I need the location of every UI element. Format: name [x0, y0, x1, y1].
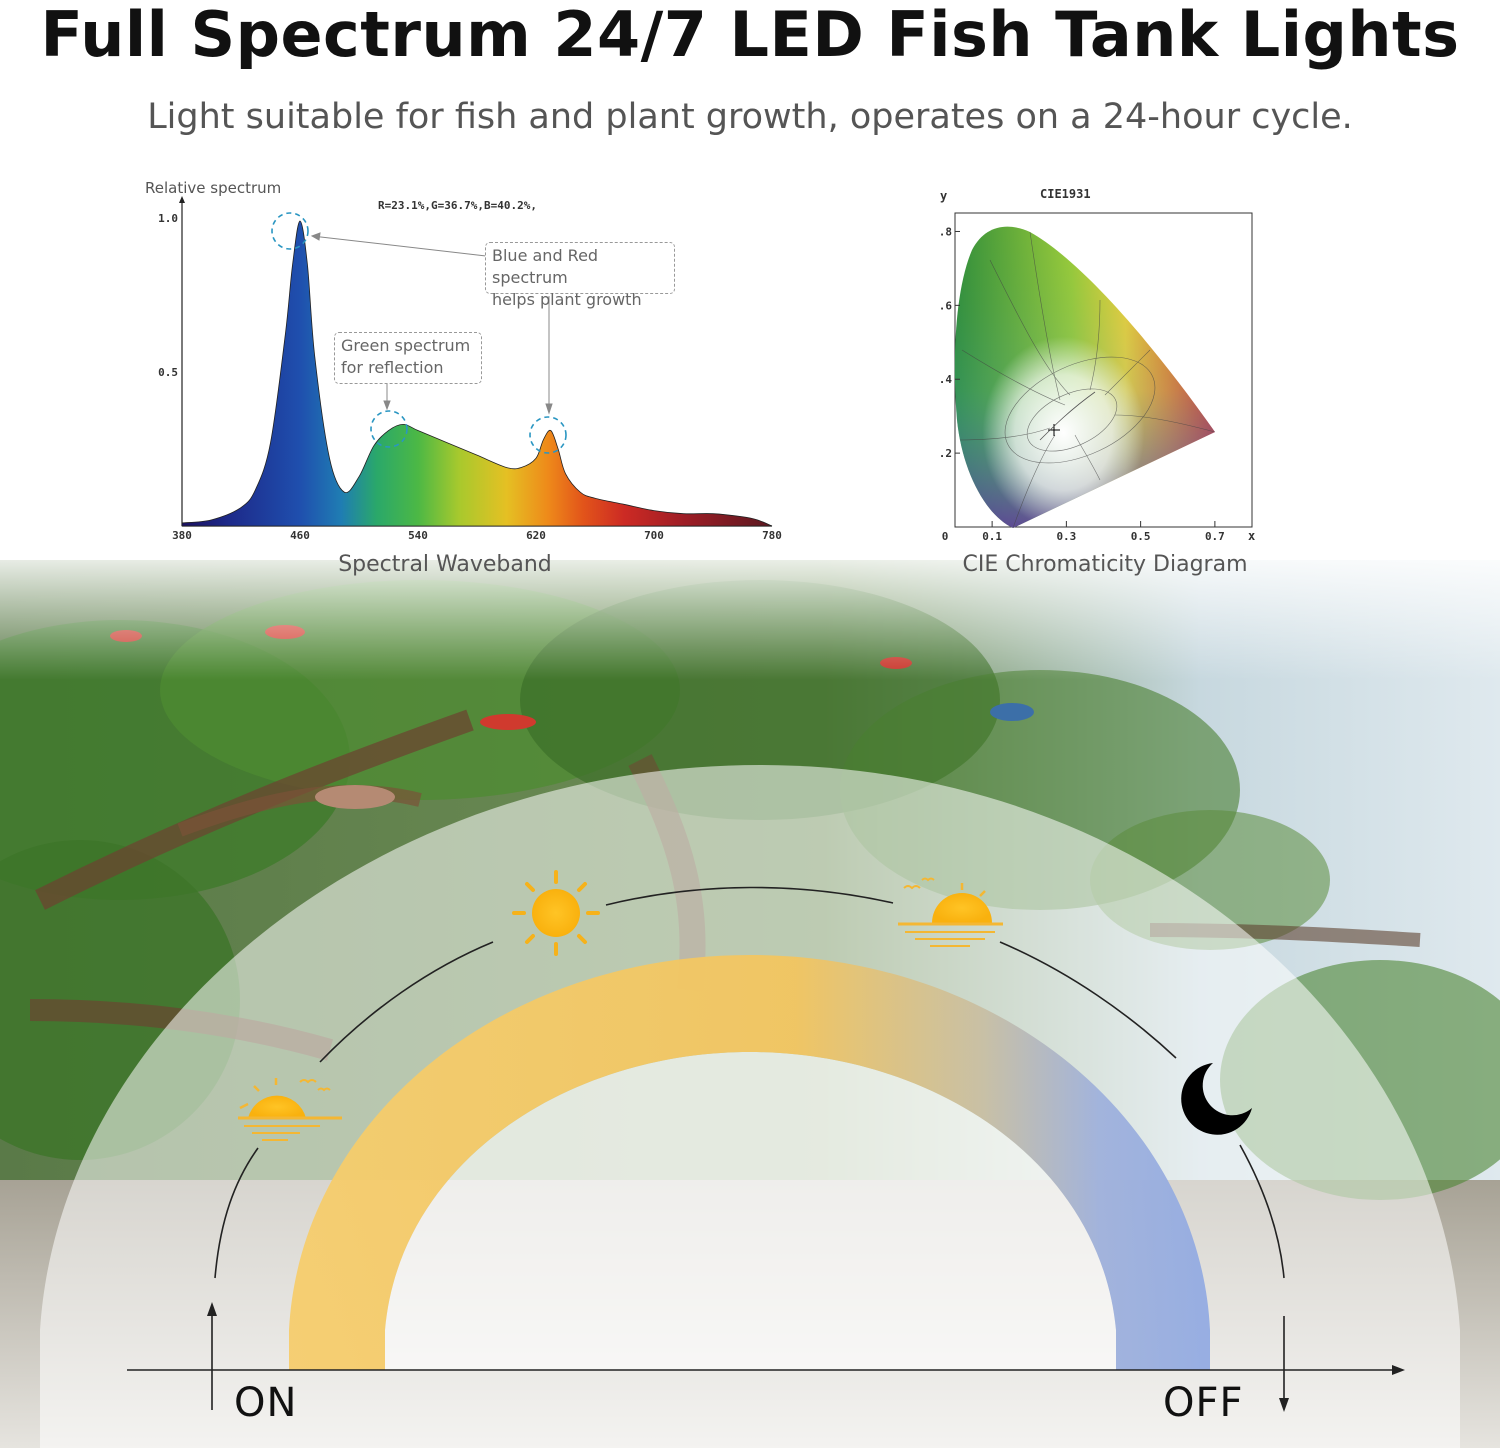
peak-markers [271, 212, 567, 454]
cie-x-tick: 0.1 [982, 530, 1002, 543]
callout-green-line2: for reflection [341, 358, 444, 377]
spectrum-x-tick: 780 [762, 529, 782, 542]
cie-x-tick: 0.7 [1205, 530, 1225, 543]
spectrum-rgb-annotation: R=23.1%,G=36.7%,B=40.2%, [378, 199, 537, 212]
spectrum-caption: Spectral Waveband [338, 552, 552, 577]
spectrum-x-ticks: 380 460 540 620 700 780 [172, 529, 782, 542]
blue-peak-marker [271, 212, 309, 250]
spectrum-x-tick: 380 [172, 529, 192, 542]
cie-y-tick: .6 [939, 299, 953, 312]
off-label: OFF [1163, 1380, 1244, 1426]
red-peak-marker [529, 416, 567, 454]
spectrum-y-tick: 0.5 [158, 366, 178, 379]
spectrum-ylabel: Relative spectrum [145, 179, 281, 197]
cie-x-tick: 0.5 [1131, 530, 1151, 543]
callout-leaders [310, 232, 553, 415]
cie-x-tick: 0 [942, 530, 949, 543]
cie-title: CIE1931 [1040, 187, 1091, 201]
moon-icon [1181, 1063, 1252, 1135]
callout-green-line1: Green spectrum [341, 336, 471, 355]
spectrum-chart: Relative spectrum R=23.1%,G=36.7%,B=40.2… [145, 179, 782, 542]
cie-y-tick: .4 [939, 373, 953, 386]
spectrum-area [181, 220, 773, 527]
callout-blue-red-line2: helps plant growth [492, 290, 642, 309]
cie-x-ticks: 0 0.1 0.3 0.5 0.7 [942, 521, 1225, 543]
cie-chart: CIE1931 y x 0 0.1 0.3 0.5 0.7 .8 .6 .4 .2 [939, 187, 1255, 543]
cie-ylabel: y [940, 189, 947, 203]
callout-green: Green spectrum for reflection [334, 332, 482, 384]
cycle-axis [127, 1302, 1405, 1412]
day-night-arc [289, 955, 1210, 1370]
on-label: ON [234, 1380, 298, 1426]
page-subtitle: Light suitable for fish and plant growth… [147, 97, 1353, 137]
page-title: Full Spectrum 24/7 LED Fish Tank Lights [40, 0, 1460, 71]
sunrise-icon [238, 1078, 342, 1141]
spectrum-x-tick: 540 [408, 529, 428, 542]
cie-caption: CIE Chromaticity Diagram [962, 552, 1248, 577]
cie-x-tick: 0.3 [1056, 530, 1076, 543]
cie-horseshoe [954, 226, 1215, 528]
cie-y-tick: .2 [939, 447, 952, 460]
spectrum-y-tick: 1.0 [158, 212, 178, 225]
cycle-path-arcs [214, 886, 1285, 1279]
spectrum-y-ticks: 1.0 0.5 [158, 212, 178, 379]
cie-xlabel: x [1248, 529, 1255, 543]
cie-y-tick: .8 [939, 225, 952, 238]
sun-icon [512, 870, 600, 956]
green-peak-marker [370, 410, 408, 448]
cie-y-ticks: .8 .6 .4 .2 [939, 225, 960, 460]
sunset-icon [898, 877, 1003, 947]
callout-blue-red-line1: Blue and Red spectrum [492, 246, 599, 287]
spectrum-x-tick: 620 [526, 529, 546, 542]
callout-blue-red: Blue and Red spectrum helps plant growth [485, 242, 675, 309]
spectrum-x-tick: 460 [290, 529, 310, 542]
spectrum-x-tick: 700 [644, 529, 664, 542]
